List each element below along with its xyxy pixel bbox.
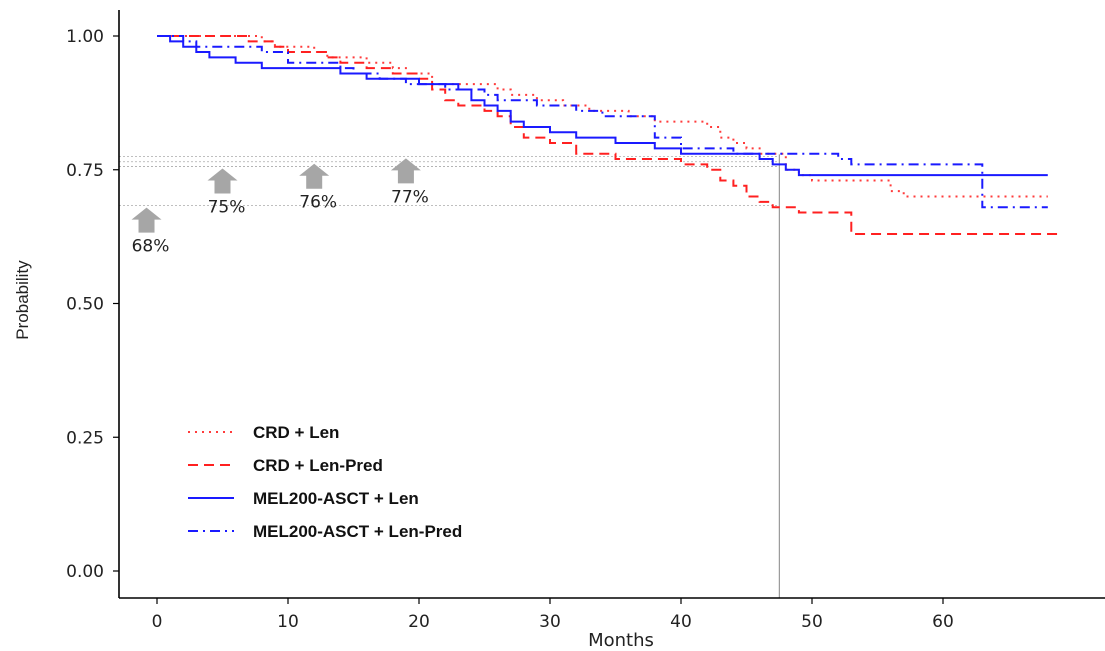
x-tick-label: 20	[408, 612, 430, 632]
x-tick-label: 10	[277, 612, 299, 632]
annotation-arrow-icon	[299, 163, 330, 189]
y-tick-label: 0.25	[66, 428, 104, 448]
ticks: 0 10 20 30 40 50 60 0.00 0.25 0.50 0.75 1.00	[66, 27, 954, 632]
x-tick-label: 50	[801, 612, 823, 632]
series-line-1	[157, 35, 1048, 198]
annotation-arrow-icon	[207, 168, 238, 194]
annotation-arrow-icon	[131, 207, 162, 233]
legend-label: CRD + Len	[253, 423, 339, 442]
y-tick-label: 0.50	[66, 295, 104, 315]
legend: CRD + Len CRD + Len-Pred MEL200-ASCT + Len…	[188, 423, 462, 541]
y-tick-label: 0.75	[66, 161, 104, 181]
series-line-3	[157, 35, 1048, 177]
legend-label: MEL200-ASCT + Len	[253, 489, 419, 508]
y-axis-title: Probability	[13, 260, 32, 340]
reference-lines	[119, 154, 780, 598]
legend-label: MEL200-ASCT + Len-Pred	[253, 522, 462, 541]
y-tick-label: 1.00	[66, 27, 104, 47]
x-tick-label: 60	[932, 612, 954, 632]
y-tick-label: 0.00	[66, 562, 104, 582]
annotation-arrows: 68% 75% 76% 77%	[131, 158, 429, 257]
x-tick-label: 0	[152, 612, 163, 632]
annotation-label: 77%	[391, 187, 429, 207]
x-tick-label: 40	[670, 612, 692, 632]
annotation-label: 76%	[299, 193, 337, 213]
series-line-2	[157, 35, 1061, 235]
series-line-4	[157, 35, 1048, 209]
legend-label: CRD + Len-Pred	[253, 456, 383, 475]
annotation-label: 75%	[208, 198, 246, 218]
x-tick-label: 30	[539, 612, 561, 632]
annotation-label: 68%	[132, 237, 170, 257]
axes	[118, 10, 1105, 599]
annotation-arrow-icon	[390, 158, 421, 184]
x-axis-title: Months	[588, 630, 654, 651]
series-layer	[157, 35, 1061, 235]
